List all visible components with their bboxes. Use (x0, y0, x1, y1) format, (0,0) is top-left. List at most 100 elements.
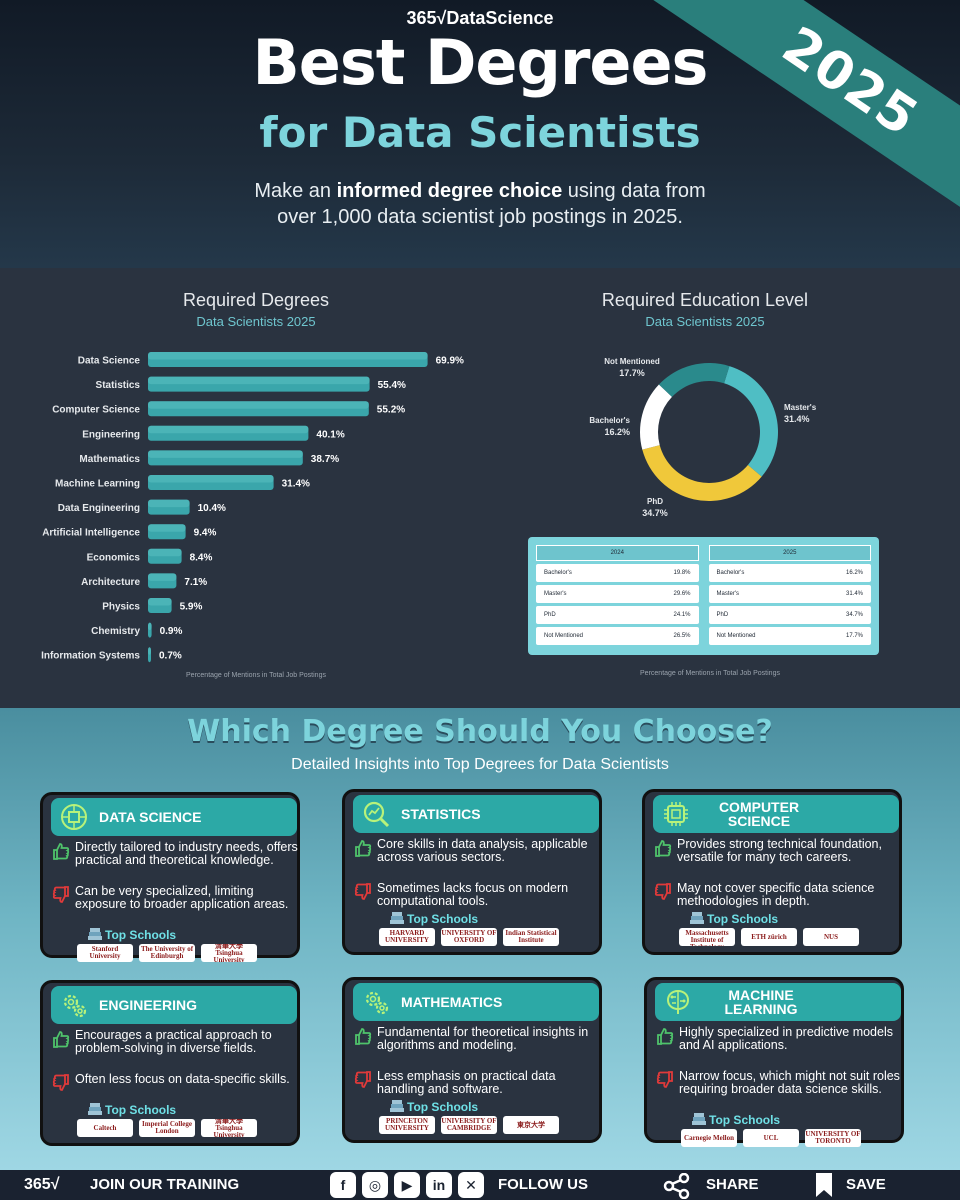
donut-chart-title: Required Education Level (601, 290, 809, 310)
degree-card: Mathematics Fundamental for theoretical … (342, 977, 602, 1143)
table-row: Bachelor's 19.8% (536, 564, 699, 582)
school-logo[interactable]: Stanford University (77, 944, 133, 962)
thumbs-up-icon (51, 1029, 71, 1049)
brain-circuit-icon (663, 987, 693, 1017)
bar-highlight (148, 647, 151, 655)
bar-value-label: 69.9% (436, 356, 464, 367)
school-logo[interactable]: UNIVERSITY OF CAMBRIDGE (441, 1116, 497, 1134)
table-row: Not Mentioned 17.7% (708, 627, 871, 645)
table-cell-value: 17.7% (845, 633, 863, 639)
table-row: PhD 34.7% (708, 606, 871, 624)
bar-chart: Data Science 69.9% Statistics 55.4% Computer… (41, 352, 464, 663)
degree-card: Statistics Core skills in data analysis,… (342, 789, 602, 955)
donut-slice-value: 17.7% (619, 368, 645, 378)
degree-con: Less emphasis on practical data handling… (353, 1070, 601, 1096)
x-icon[interactable]: ✕ (458, 1172, 484, 1198)
school-logos: MIT Massachusetts Institute of Technolog… (679, 928, 859, 946)
join-training-link[interactable]: JOIN OUR TRAINING (90, 1176, 240, 1193)
school-logo[interactable]: MIT Massachusetts Institute of Technolog… (679, 928, 735, 946)
facebook-icon[interactable]: f (330, 1172, 356, 1198)
instagram-icon[interactable]: ◎ (362, 1172, 388, 1198)
school-logo[interactable]: UCL (743, 1129, 799, 1147)
bar-highlight (148, 352, 428, 360)
table-cell-value: 26.5% (673, 633, 691, 639)
intro-line2: over 1,000 data scientist job postings i… (277, 206, 683, 228)
school-logo[interactable]: 東京大学 (503, 1116, 559, 1134)
degree-pro-text: Core skills in data analysis, applicable… (377, 837, 588, 864)
donut-slice-label: Bachelor's (589, 416, 630, 425)
bar-value-label: 0.9% (160, 626, 183, 637)
page-title: Best Degrees (252, 26, 709, 99)
bar-category-label: Data Science (78, 356, 141, 367)
degree-card-header: Mathematics (353, 983, 599, 1021)
donut-slice (658, 363, 730, 397)
bar-highlight (148, 499, 190, 508)
top-schools-text: Top Schools (707, 912, 779, 926)
school-logo[interactable]: The University of Edinburgh (139, 944, 195, 962)
intro-prefix: Make an (254, 180, 337, 202)
degree-pro: Fundamental for theoretical insights in … (353, 1026, 601, 1052)
degree-con: May not cover specific data science meth… (653, 882, 901, 908)
degree-con: Can be very specialized, limiting exposu… (51, 885, 299, 911)
donut-slice-label: Not Mentioned (604, 357, 660, 366)
school-logo[interactable]: UNIVERSITY OF TORONTO (805, 1129, 861, 1147)
table-cell-value: 19.8% (673, 570, 691, 576)
school-logo[interactable]: HARVARD UNIVERSITY (379, 928, 435, 946)
donut-chart: Master's 31.4% PhD 34.7% Bachelor's 16.2% Not … (589, 357, 816, 518)
share-button[interactable]: SHARE (706, 1176, 759, 1193)
thumbs-up-icon (353, 1026, 373, 1046)
school-logo[interactable]: Indian Statistical Institute (503, 928, 559, 946)
bar-highlight (148, 548, 182, 557)
school-logo[interactable]: NUS (803, 928, 859, 946)
brain-chip-icon (59, 802, 89, 832)
donut-slice-label: PhD (647, 497, 663, 506)
degree-con-text: Sometimes lacks focus on modern computat… (377, 881, 569, 908)
school-logo[interactable]: PRINCETON UNIVERSITY (379, 1116, 435, 1134)
school-logo[interactable]: 清華大學 Tsinghua University (201, 1119, 257, 1137)
table-cell-level: Master's (716, 591, 739, 597)
degree-pro: Core skills in data analysis, applicable… (353, 838, 601, 864)
bar-highlight (148, 376, 370, 385)
thumbs-down-icon (653, 882, 673, 902)
brand-logo[interactable]: 365√DataScience (406, 8, 554, 28)
bar-value-label: 0.7% (159, 651, 182, 662)
school-logo[interactable]: 清華大學 Tsinghua University (201, 944, 257, 962)
school-logo[interactable]: Caltech (77, 1119, 133, 1137)
degree-card: Engineering Encourages a practical appro… (40, 980, 300, 1146)
linkedin-icon[interactable]: in (426, 1172, 452, 1198)
youtube-icon[interactable]: ▶ (394, 1172, 420, 1198)
table-2024: 2024 Bachelor's 19.8% Master's 29.6% PhD 24.1%… (536, 545, 699, 647)
degree-pro: Encourages a practical approach to probl… (51, 1029, 299, 1055)
table-cell-level: PhD (544, 612, 556, 618)
follow-us-label: FOLLOW US (498, 1176, 588, 1193)
donut-slice-value: 16.2% (604, 427, 630, 437)
degree-name: Mathematics (401, 994, 503, 1010)
degree-name: Computer Science (718, 799, 800, 829)
bar-category-label: Mathematics (79, 454, 140, 465)
share-icon[interactable] (662, 1173, 692, 1199)
bar-category-label: Data Engineering (58, 503, 140, 514)
degree-card-header: Machine Learning (655, 983, 901, 1021)
degree-con-text: Can be very specialized, limiting exposu… (75, 884, 289, 911)
save-button[interactable]: SAVE (846, 1176, 886, 1193)
table-cell-value: 24.1% (673, 612, 691, 618)
school-logo[interactable]: UNIVERSITY OF OXFORD (441, 928, 497, 946)
table-row: Bachelor's 16.2% (708, 564, 871, 582)
school-logo[interactable]: Imperial College London (139, 1119, 195, 1137)
bar-category-label: Computer Science (52, 405, 140, 416)
table-cell-level: Master's (544, 591, 567, 597)
thumbs-down-icon (51, 885, 71, 905)
school-logo[interactable]: ETH zürich (741, 928, 797, 946)
degree-pro: Highly specialized in predictive models … (655, 1026, 903, 1052)
thumbs-down-icon (353, 882, 373, 902)
degree-con-text: Often less focus on data-specific skills… (75, 1072, 290, 1086)
footer-brand[interactable]: 365√ (24, 1176, 60, 1193)
donut-slice (640, 384, 672, 450)
bar-category-label: Economics (87, 552, 141, 563)
table-cell-value: 29.6% (673, 591, 691, 597)
degrees-subtitle: Detailed Insights into Top Degrees for D… (291, 756, 669, 773)
school-logo[interactable]: Carnegie Mellon (681, 1129, 737, 1147)
bookmark-icon[interactable] (814, 1172, 834, 1198)
thumbs-down-icon (655, 1070, 675, 1090)
top-schools-text: Top Schools (407, 1100, 479, 1114)
